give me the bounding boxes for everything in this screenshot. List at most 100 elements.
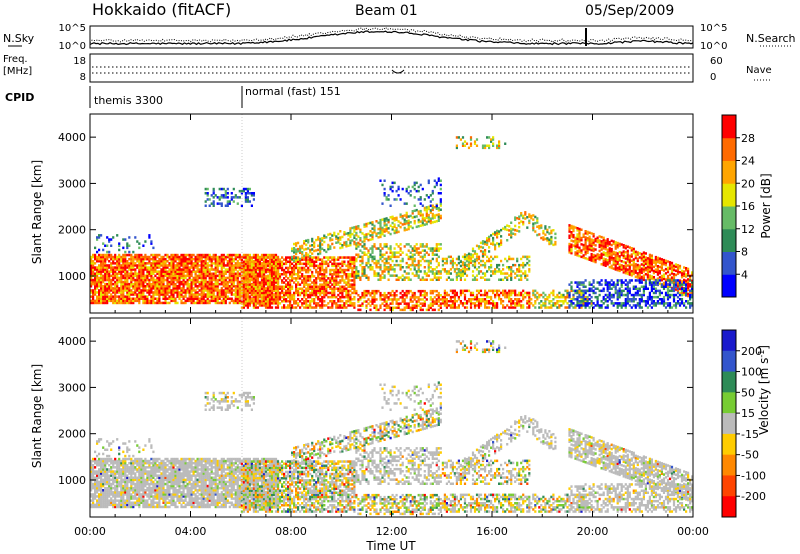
- power-cell: [104, 278, 107, 282]
- power-cell: [407, 192, 410, 195]
- power-cell: [230, 262, 233, 265]
- power-cell: [335, 270, 338, 274]
- power-cell: [552, 298, 555, 301]
- power-cell: [102, 289, 105, 292]
- power-cell: [254, 279, 257, 282]
- power-cell: [371, 235, 374, 239]
- power-cell: [174, 274, 177, 278]
- power-cell: [395, 243, 398, 246]
- power-cell: [359, 243, 362, 246]
- power-cell: [136, 287, 139, 290]
- power-cell: [488, 235, 491, 239]
- power-cell: [138, 264, 141, 267]
- power-cell: [268, 272, 272, 275]
- power-cell: [232, 274, 235, 278]
- power-cell: [488, 259, 491, 263]
- power-cell: [568, 247, 571, 250]
- power-cell: [578, 234, 581, 237]
- power-cell: [283, 281, 286, 284]
- power-cell: [202, 289, 205, 292]
- power-cell: [274, 277, 278, 280]
- power-cell: [128, 299, 131, 303]
- power-cell: [395, 294, 398, 297]
- power-cell: [303, 242, 306, 245]
- power-cell: [403, 222, 406, 226]
- power-cell: [431, 268, 434, 271]
- power-cell: [204, 272, 207, 275]
- power-cell: [112, 278, 115, 282]
- power-cell: [475, 144, 479, 147]
- power-cell: [445, 300, 448, 303]
- power-cell: [349, 293, 352, 297]
- power-cell: [190, 287, 193, 290]
- power-cell: [138, 260, 141, 263]
- power-cell: [204, 299, 207, 303]
- power-cell: [236, 278, 239, 282]
- power-cell: [293, 306, 296, 309]
- power-cell: [520, 300, 523, 303]
- power-cell: [242, 285, 245, 288]
- power-cell: [234, 297, 237, 300]
- power-cell: [361, 240, 364, 244]
- power-cell: [349, 264, 352, 268]
- power-cell: [475, 138, 479, 141]
- power-cell: [516, 300, 519, 303]
- power-cell: [391, 255, 394, 259]
- power-cell: [112, 276, 115, 280]
- power-cell: [385, 261, 388, 265]
- power-cell: [293, 293, 296, 297]
- power-cell: [558, 295, 561, 299]
- power-cell: [516, 217, 519, 220]
- power-cell: [152, 255, 155, 259]
- power-cell: [268, 257, 272, 261]
- power-cell: [486, 259, 489, 263]
- power-cell: [303, 266, 306, 270]
- power-cell: [303, 291, 306, 295]
- power-cell: [204, 278, 207, 282]
- power-cell: [492, 289, 495, 293]
- power-cell: [339, 266, 342, 270]
- power-cell: [220, 264, 223, 267]
- power-cell: [240, 255, 243, 259]
- power-cell: [496, 236, 499, 239]
- power-cell: [481, 146, 485, 150]
- power-cell: [526, 257, 529, 261]
- power-cell: [315, 260, 318, 263]
- power-cell: [411, 247, 414, 250]
- power-cell: [437, 179, 440, 182]
- power-cell: [246, 256, 249, 259]
- power-cell: [313, 281, 316, 284]
- power-cell: [518, 225, 521, 229]
- power-cell: [331, 291, 334, 295]
- power-cell: [156, 264, 159, 267]
- power-cell: [373, 226, 376, 230]
- power-cell: [471, 293, 475, 297]
- freq-unit: [MHz]: [3, 66, 32, 77]
- power-cell: [341, 270, 344, 274]
- power-cell: [246, 200, 249, 203]
- power-cell: [542, 304, 545, 307]
- power-cell: [383, 304, 386, 307]
- power-cell: [357, 253, 360, 256]
- power-cell: [311, 258, 314, 261]
- power-cell: [496, 291, 499, 295]
- power-cell: [126, 289, 129, 292]
- power-cell: [200, 295, 203, 298]
- power-cell: [578, 248, 581, 252]
- power-cell: [92, 289, 95, 292]
- power-cell: [339, 242, 342, 245]
- power-cell: [369, 266, 372, 269]
- power-cell: [210, 293, 213, 296]
- power-cell: [385, 196, 388, 199]
- power-cell: [186, 282, 189, 286]
- power-cell: [528, 213, 531, 216]
- power-cell: [114, 274, 117, 278]
- power-cell: [417, 220, 420, 224]
- power-cell: [492, 136, 495, 139]
- power-cell: [375, 234, 378, 238]
- power-cell: [305, 270, 308, 274]
- power-cell: [178, 282, 181, 286]
- power-cell: [110, 262, 113, 265]
- power-cell: [262, 289, 266, 292]
- power-cell: [170, 255, 173, 259]
